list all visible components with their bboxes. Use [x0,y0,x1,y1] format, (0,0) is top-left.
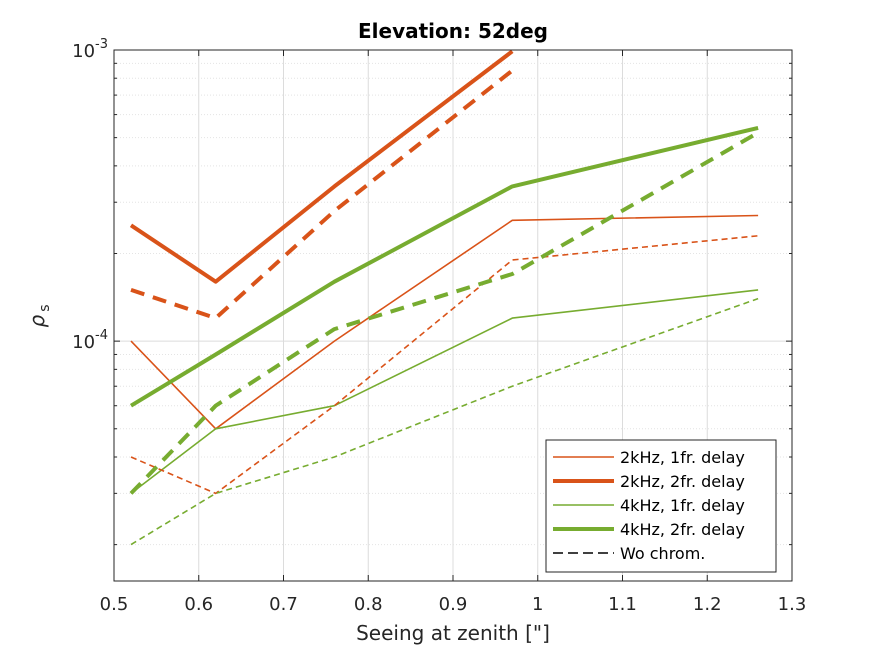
x-tick-label: 0.6 [184,594,213,615]
x-tick-label: 0.7 [269,594,298,615]
series-line [129,49,514,284]
ticks: 0.5 0.6 0.7 0.8 0.9 1 1.1 1.2 1.3 10-4 10-3 [72,37,806,615]
series-line [130,297,759,546]
y-axis-label-subscript: s [37,305,53,312]
y-tick-label: 10-4 [72,328,108,353]
legend-label: 2kHz, 1fr. delay [620,448,745,467]
legend-box [545,439,777,573]
series-line [129,130,760,495]
y-axis-label-symbol: ρ [25,315,49,328]
series-line [130,289,759,495]
x-tick-label: 1.1 [608,594,637,615]
legend-label: 4kHz, 1fr. delay [620,496,745,515]
legend-items: 2kHz, 1fr. delay 2kHz, 2fr. delay 4kHz, 1f… [553,448,745,563]
series-line [129,125,759,408]
series-group [129,49,760,546]
x-tick-label: 1.3 [778,594,807,615]
x-tick-label: 0.5 [100,594,129,615]
y-axis-label: ρs [25,305,53,328]
chart-title: Elevation: 52deg [358,19,548,43]
series-line [130,214,759,430]
x-tick-label: 0.8 [354,594,383,615]
legend-label: Wo chrom. [620,544,705,563]
x-axis-label: Seeing at zenith ["] [356,621,550,645]
legend: 2kHz, 1fr. delay 2kHz, 2fr. delay 4kHz, 1f… [545,439,777,573]
y-tick-label: 10-3 [72,37,108,62]
legend-label: 2kHz, 2fr. delay [620,472,745,491]
x-tick-label: 0.9 [439,594,468,615]
legend-label: 4kHz, 2fr. delay [620,520,745,539]
series-line [130,235,759,495]
series-line [130,68,514,321]
x-tick-label: 1 [532,594,543,615]
x-tick-label: 1.2 [693,594,722,615]
